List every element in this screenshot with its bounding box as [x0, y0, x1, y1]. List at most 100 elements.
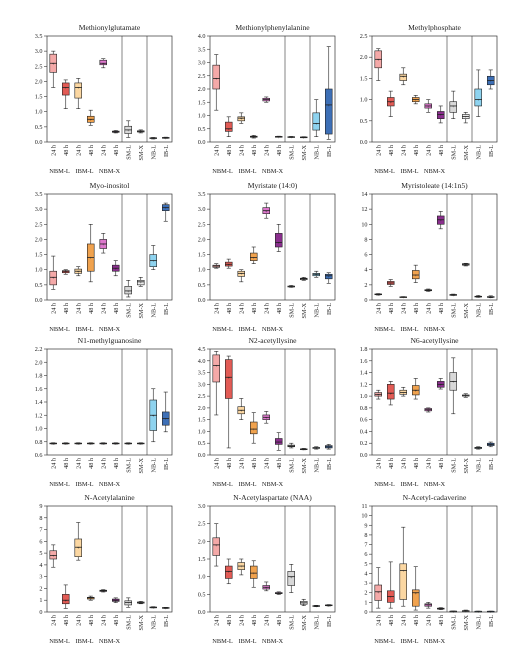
box-7: + — [124, 597, 132, 608]
box-4: + — [87, 109, 95, 126]
x-tick-label: IB-L — [163, 615, 170, 627]
group-label: NBM-X — [262, 638, 284, 645]
box-1: + — [212, 54, 220, 111]
x-tick-label: SM-X — [463, 614, 470, 630]
box-10: + — [487, 441, 495, 448]
x-tick-label: 48 h — [438, 457, 445, 469]
x-tick-label: 24 h — [263, 457, 270, 469]
mean-marker: + — [64, 85, 67, 90]
y-tick-label: 10 — [361, 221, 367, 228]
x-tick-label: 48 h — [88, 457, 95, 469]
mean-marker: + — [64, 269, 67, 274]
x-tick-label: 24 h — [425, 302, 432, 314]
x-tick-label: 48 h — [63, 614, 70, 626]
y-tick-label: 1.2 — [35, 412, 43, 419]
box-6: + — [112, 260, 120, 277]
group-label: NBM-X — [99, 326, 121, 333]
x-tick-label: NB-L — [475, 303, 482, 318]
x-tick-label: SM-L — [125, 458, 132, 473]
group-label: NBM-X — [99, 638, 121, 645]
x-tick-label: SM-X — [138, 302, 145, 318]
mean-marker: + — [265, 415, 268, 420]
x-tick-label: SM-L — [288, 615, 295, 630]
mean-marker: + — [139, 441, 142, 446]
box-2: + — [225, 355, 233, 449]
group-label: NBM-X — [424, 326, 446, 333]
box-1: + — [374, 389, 382, 400]
box-iqr — [412, 589, 420, 607]
x-tick-label: 24 h — [375, 457, 382, 469]
y-tick-label: 2.2 — [35, 346, 43, 353]
mean-marker: + — [265, 97, 268, 102]
mean-marker: + — [164, 416, 167, 421]
y-tick-label: 10 — [361, 513, 367, 520]
mean-marker: + — [89, 255, 92, 260]
mean-marker: + — [102, 242, 105, 247]
plot-frame — [209, 348, 336, 456]
x-tick-label: 48 h — [251, 144, 258, 156]
panel-1: Methionylglutamate 0.0 0.5 1.0 1.5 2.0 2.5 3.0 3… — [35, 23, 173, 175]
x-tick-label: 48 h — [113, 302, 120, 314]
box-8: + — [137, 441, 145, 446]
mean-marker: + — [127, 127, 130, 132]
box-2: + — [62, 79, 70, 109]
panel-title: N6-acetyllysine — [410, 336, 459, 345]
y-tick-label: 1.4 — [360, 370, 368, 377]
y-tick-label: 0.2 — [360, 440, 368, 447]
y-tick-label: 6 — [364, 252, 367, 259]
box-1: + — [49, 441, 57, 446]
y-tick-label: 2.5 — [35, 63, 43, 70]
mean-marker: + — [89, 441, 92, 446]
y-tick-label: 2.0 — [198, 538, 206, 545]
group-label: IBM-L — [75, 326, 93, 333]
box-2: + — [225, 116, 233, 137]
box-6: + — [437, 378, 445, 390]
mean-marker: + — [64, 441, 67, 446]
box-iqr — [312, 112, 320, 131]
box-10: + — [162, 605, 170, 610]
y-tick-label: 0 — [364, 609, 367, 616]
box-4: + — [412, 264, 420, 283]
box-8: + — [300, 598, 308, 606]
y-tick-label: 1.5 — [35, 94, 43, 101]
box-iqr — [275, 438, 283, 445]
x-tick-label: 24 h — [425, 457, 432, 469]
y-tick-label: 4.5 — [198, 346, 206, 353]
x-tick-label: NB-L — [475, 615, 482, 630]
box-3: + — [237, 269, 245, 283]
mean-marker: + — [452, 292, 455, 297]
box-iqr — [74, 82, 82, 99]
box-2: + — [387, 381, 395, 406]
box-4: + — [250, 246, 258, 264]
y-tick-label: 1.4 — [35, 399, 43, 406]
y-tick-label: 2.0 — [35, 78, 43, 85]
mean-marker: + — [139, 600, 142, 605]
x-tick-label: 48 h — [226, 302, 233, 314]
mean-marker: + — [452, 379, 455, 384]
group-label: NBM-L — [49, 481, 70, 488]
box-6: + — [275, 223, 283, 252]
y-tick-label: 3.5 — [35, 191, 43, 198]
mean-marker: + — [114, 129, 117, 134]
x-tick-label: 24 h — [238, 302, 245, 314]
mean-marker: + — [389, 391, 392, 396]
x-tick-label: 24 h — [75, 457, 82, 469]
y-tick-label: 2.5 — [35, 221, 43, 228]
x-tick-label: NB-L — [313, 615, 320, 630]
y-tick-label: 2.0 — [35, 236, 43, 243]
box-8: + — [462, 262, 470, 267]
y-tick-label: 5 — [364, 561, 367, 568]
mean-marker: + — [127, 441, 130, 446]
box-10: + — [325, 603, 333, 608]
panel-12: N-Acetyl-cadaverine 0 1 2 3 4 5 6 7 8 9 10 11 + + + + + + +… — [361, 493, 498, 645]
y-tick-label: 1.0 — [198, 267, 206, 274]
mean-marker: + — [114, 598, 117, 603]
mean-marker: + — [489, 609, 492, 614]
mean-marker: + — [414, 273, 417, 278]
box-7: + — [449, 357, 457, 415]
x-tick-label: 24 h — [238, 457, 245, 469]
box-2: + — [225, 558, 233, 585]
mean-marker: + — [139, 129, 142, 134]
group-label: NBM-L — [49, 638, 70, 645]
mean-marker: + — [439, 112, 442, 117]
